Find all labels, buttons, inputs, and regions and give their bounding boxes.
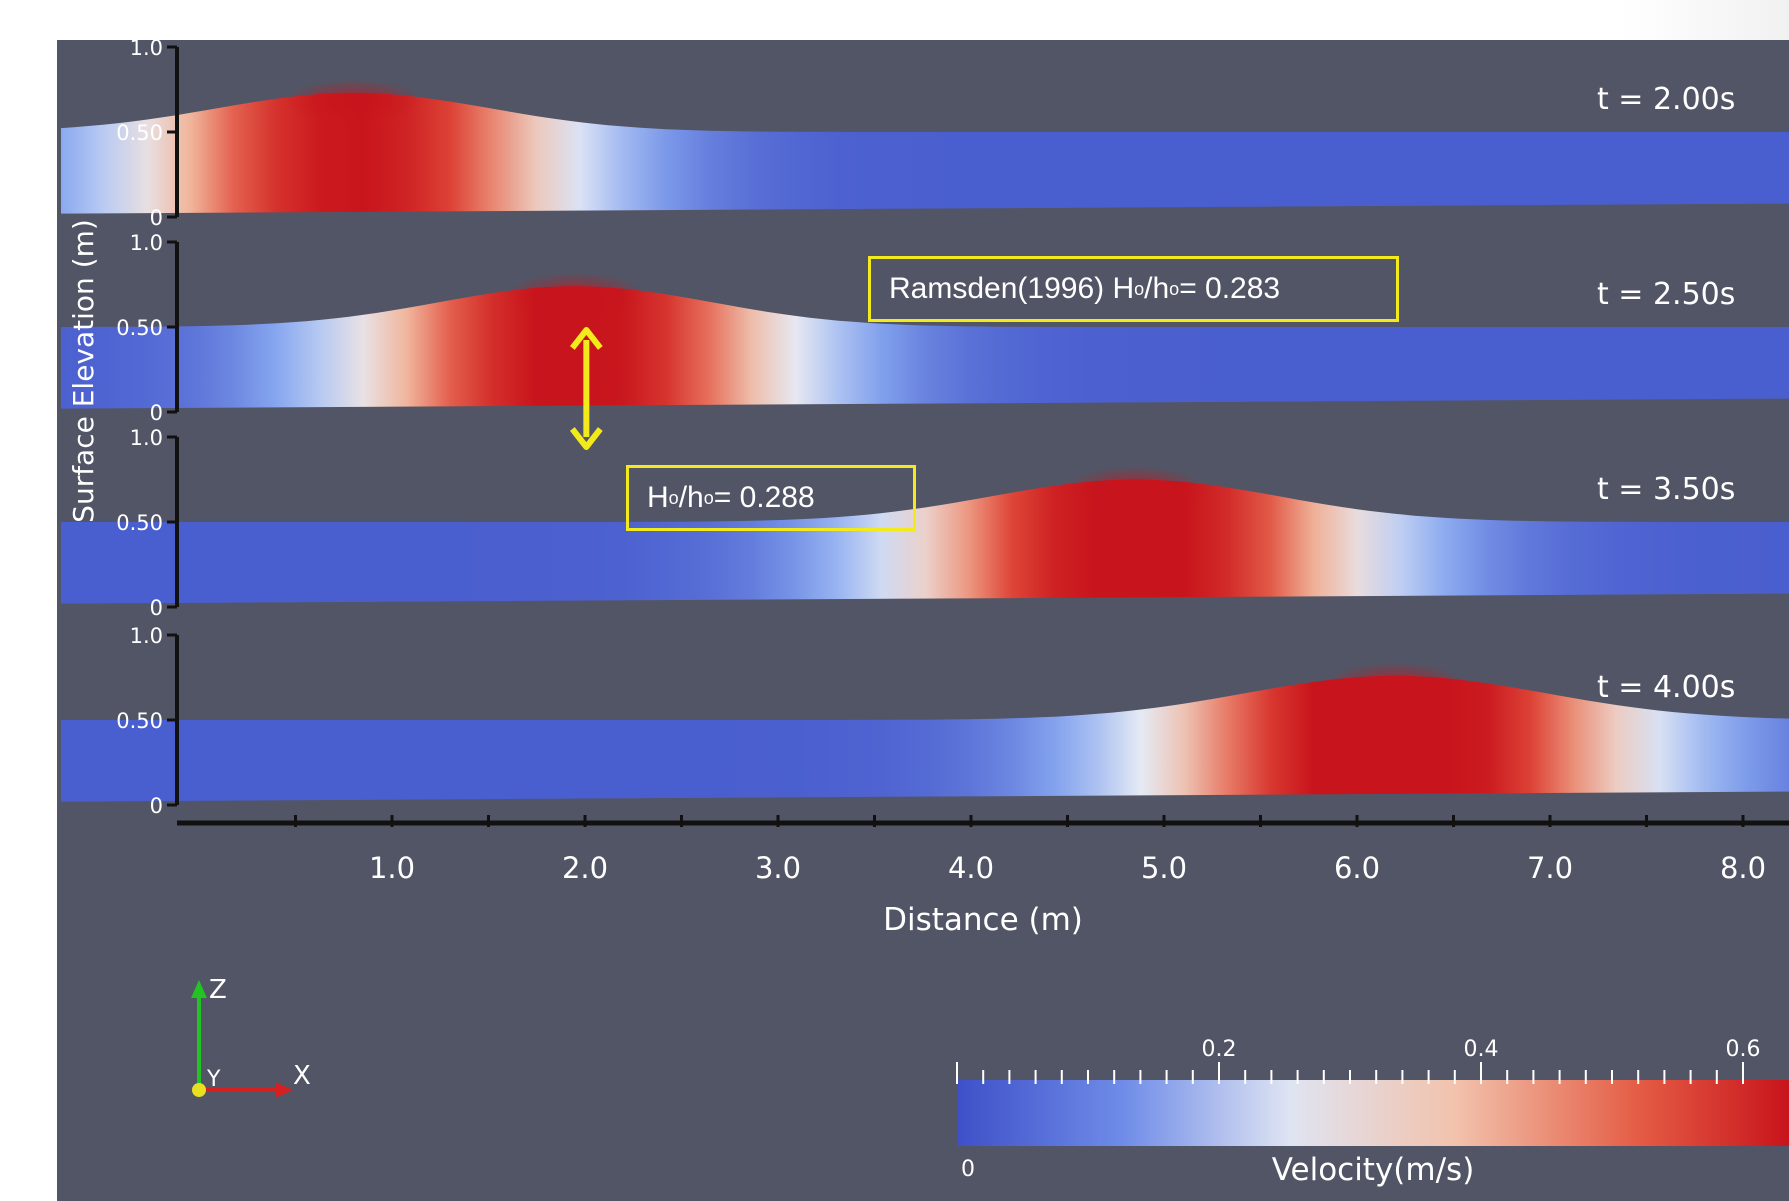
x-tick-label-0: 1.0 bbox=[369, 851, 415, 885]
colorbar-tick-label-1: 0.4 bbox=[1464, 1037, 1499, 1062]
y-tick-label-4-2: 1.0 bbox=[130, 624, 163, 648]
y-tick-label-3-0: 0 bbox=[150, 596, 163, 620]
measured-subscript-1: o bbox=[668, 487, 679, 508]
y-tick-label-3-2: 1.0 bbox=[130, 426, 163, 450]
measured-mid: /h bbox=[678, 481, 704, 514]
crest-hotspot-1 bbox=[283, 79, 424, 124]
triad-x-arrowhead bbox=[275, 1082, 293, 1098]
ramsden-subscript-2: o bbox=[1169, 278, 1180, 299]
y-tick-label-1-0: 0 bbox=[150, 206, 163, 230]
crest-hotspot-4 bbox=[1325, 662, 1466, 707]
colorbar-title: Velocity(m/s) bbox=[1272, 1152, 1475, 1188]
time-label-4: t = 4.00s bbox=[1597, 670, 1735, 705]
time-label-1: t = 2.00s bbox=[1597, 82, 1735, 117]
measured-subscript-2: o bbox=[703, 487, 714, 508]
colorbar-tick-label-0: 0.2 bbox=[1202, 1037, 1237, 1062]
wave-band-1 bbox=[61, 92, 1789, 214]
x-tick-label-7: 8.0 bbox=[1720, 851, 1766, 885]
triad-y-origin bbox=[192, 1083, 206, 1097]
x-tick-label-6: 7.0 bbox=[1527, 851, 1573, 885]
colorbar-min-label: 0 bbox=[961, 1157, 975, 1182]
wave-band-4 bbox=[61, 675, 1789, 802]
measured-value: = 0.288 bbox=[713, 481, 815, 514]
crest-hotspot-3 bbox=[1065, 466, 1206, 510]
y-tick-label-4-1: 0.50 bbox=[116, 709, 163, 733]
colorbar-tick-label-2: 0.6 bbox=[1726, 1037, 1761, 1062]
ramsden-subscript-1: o bbox=[1134, 278, 1145, 299]
triad-x-label: X bbox=[293, 1061, 311, 1091]
wave-height-arrow-bottom bbox=[569, 427, 603, 450]
y-tick-label-1-1: 0.50 bbox=[116, 121, 163, 145]
x-tick-label-4: 5.0 bbox=[1141, 851, 1187, 885]
time-label-2: t = 2.50s bbox=[1597, 277, 1735, 312]
y-tick-label-2-2: 1.0 bbox=[130, 231, 163, 255]
triad-z-label: Z bbox=[209, 975, 227, 1005]
x-tick-label-1: 2.0 bbox=[562, 851, 608, 885]
ramsden-mid: /h bbox=[1144, 272, 1170, 305]
visualization-panel: t = 2.00s t = 2.50s t = 3.50s t = 4.00s 0 0.… bbox=[57, 40, 1789, 1201]
x-tick-label-5: 6.0 bbox=[1334, 851, 1380, 885]
ramsden-prefix: Ramsden(1996) H bbox=[889, 272, 1135, 305]
ramsden-value: = 0.283 bbox=[1179, 272, 1281, 305]
wave-plot: t = 2.00s t = 2.50s t = 3.50s t = 4.00s 0 0.… bbox=[61, 40, 1789, 1188]
x-tick-label-3: 4.0 bbox=[948, 851, 994, 885]
triad-z-arrowhead bbox=[191, 980, 207, 998]
y-tick-label-1-2: 1.0 bbox=[130, 40, 163, 60]
x-tick-label-2: 3.0 bbox=[755, 851, 801, 885]
wave-band-2 bbox=[61, 286, 1789, 409]
y-tick-label-2-0: 0 bbox=[150, 401, 163, 425]
colorbar-gradient bbox=[957, 1080, 1789, 1146]
corner-shade bbox=[1620, 0, 1789, 40]
y-tick-label-3-1: 0.50 bbox=[116, 511, 163, 535]
measured-prefix: H bbox=[647, 481, 669, 514]
wave-band-3 bbox=[61, 479, 1789, 604]
time-label-3: t = 3.50s bbox=[1597, 472, 1735, 507]
y-axis-title: Surface Elevation (m) bbox=[67, 219, 100, 523]
wave-height-arrow-top bbox=[569, 327, 603, 350]
crest-hotspot-2 bbox=[505, 272, 646, 317]
triad-y-label: Y bbox=[206, 1067, 221, 1092]
y-tick-label-4-0: 0 bbox=[150, 794, 163, 818]
y-tick-label-2-1: 0.50 bbox=[116, 316, 163, 340]
x-axis-title: Distance (m) bbox=[883, 902, 1083, 938]
